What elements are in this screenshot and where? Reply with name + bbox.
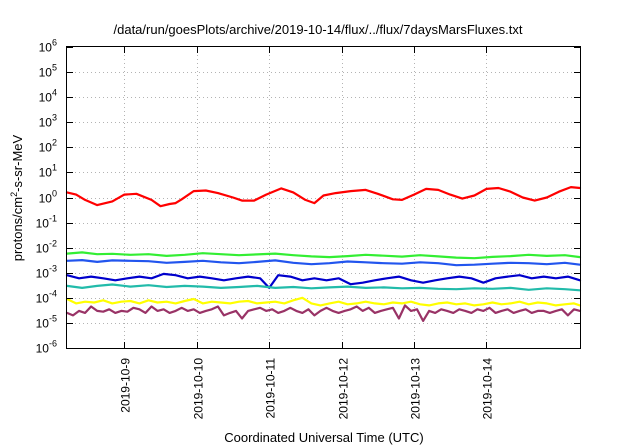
x-tick-labels: 2019-10-9 2019-10-10 2019-10-11 2019-10-12 2… <box>119 358 495 420</box>
y-tick-label: 10-3 <box>36 264 57 281</box>
plot-frame <box>66 46 581 349</box>
x-tick-label: 2019-10-10 <box>192 358 206 420</box>
x-axis-label: Coordinated Universal Time (UTC) <box>224 430 423 445</box>
series-line-1 <box>65 251 582 260</box>
grid-lines <box>67 47 580 348</box>
y-tick-label: 102 <box>39 138 57 155</box>
series-line-0 <box>65 186 582 208</box>
y-tick-label: 105 <box>39 63 57 80</box>
y-tick-label: 10-2 <box>36 239 57 256</box>
x-tick-label: 2019-10-12 <box>337 358 351 420</box>
y-tick-label: 101 <box>39 163 57 180</box>
x-tick-label: 2019-10-11 <box>264 358 278 419</box>
series-line-5 <box>65 296 582 307</box>
series-line-4 <box>65 283 582 292</box>
x-tick-label: 2019-10-14 <box>481 358 495 420</box>
y-tick-label: 10-4 <box>36 289 57 306</box>
y-tick-label: 104 <box>39 88 57 105</box>
series-line-3 <box>65 272 582 289</box>
chart-title: /data/run/goesPlots/archive/2019-10-14/f… <box>114 22 523 37</box>
y-tick-label: 100 <box>39 189 57 206</box>
y-axis-label: protons/cm2-s-sr-MeV <box>9 134 25 261</box>
y-tick-label: 10-6 <box>36 339 57 356</box>
y-tick-label: 103 <box>39 113 57 130</box>
series-lines <box>65 186 582 322</box>
y-tick-label: 106 <box>39 38 57 55</box>
series-line-2 <box>65 259 582 267</box>
axis-ticks <box>67 47 580 349</box>
y-tick-labels: 10-6 10-5 10-4 10-3 10-2 10-1 100 101 102 103 104 1… <box>36 38 57 356</box>
y-tick-label: 10-5 <box>36 314 57 331</box>
series-line-6 <box>65 304 582 322</box>
x-tick-label: 2019-10-13 <box>409 358 423 420</box>
x-tick-label: 2019-10-9 <box>119 358 133 413</box>
y-tick-label: 10-1 <box>36 214 57 231</box>
